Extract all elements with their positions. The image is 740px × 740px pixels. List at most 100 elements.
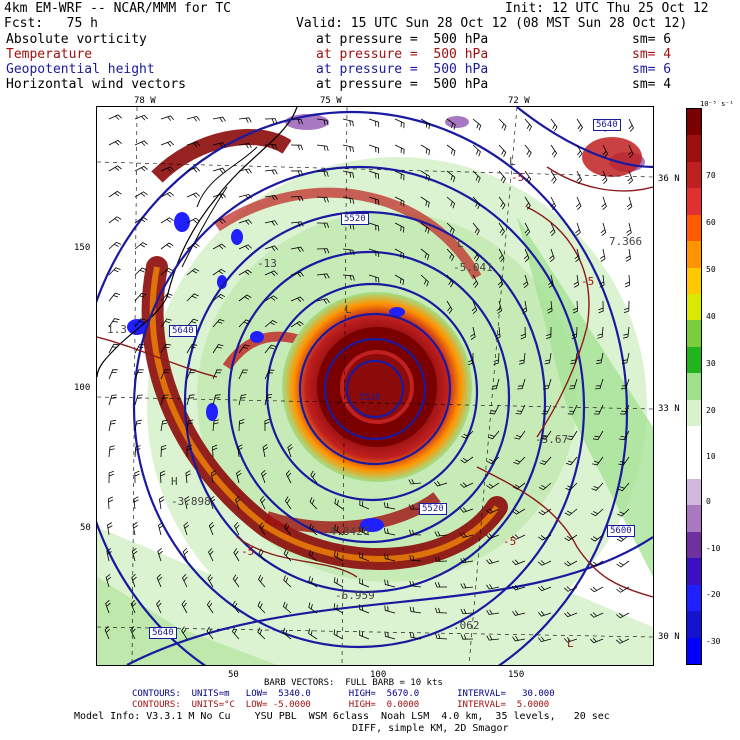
wind-barb <box>156 600 162 614</box>
wind-barb <box>408 504 422 510</box>
wind-barb <box>186 318 199 328</box>
field-name: Horizontal wind vectors <box>6 77 187 92</box>
y-axis-label: 50 <box>80 523 91 533</box>
wind-barb <box>236 470 242 484</box>
wind-barb <box>486 456 500 465</box>
wind-barb <box>134 419 142 432</box>
vort-label: -6.959 <box>335 589 375 602</box>
wind-barb <box>238 142 252 149</box>
wind-barb <box>616 612 630 619</box>
wind-barb <box>573 274 580 288</box>
color-level-label: -10 <box>706 544 721 553</box>
wind-barb <box>160 394 169 406</box>
wind-barb <box>472 144 481 157</box>
wind-barb <box>498 196 506 210</box>
wind-barb <box>130 600 137 614</box>
wind-barb <box>108 114 122 120</box>
wind-barb <box>212 419 219 432</box>
wind-barb <box>617 482 630 492</box>
wind-barb <box>342 118 354 127</box>
wind-barb <box>264 194 278 201</box>
wind-barb <box>384 553 396 562</box>
wind-barb <box>108 139 122 146</box>
wind-barb <box>368 170 380 180</box>
wind-barb <box>459 507 474 513</box>
wind-barb <box>368 144 380 154</box>
wind-barb <box>460 608 474 615</box>
vort-label: .062 <box>453 619 480 632</box>
wind-barb <box>626 196 633 211</box>
lat-label: 36 N <box>658 174 680 184</box>
wind-barb <box>626 222 632 236</box>
wind-barb <box>602 170 608 184</box>
temperature-contours <box>97 166 653 598</box>
wind-barb <box>512 635 526 642</box>
wind-barb <box>513 456 526 465</box>
wind-barb <box>596 352 604 365</box>
wind-barb <box>592 430 604 441</box>
wind-barb <box>231 626 240 640</box>
wind-barb <box>576 170 583 184</box>
wind-barb <box>212 218 226 224</box>
wind-barb <box>238 394 247 406</box>
wind-barb <box>186 141 201 148</box>
wind-barb <box>434 556 448 562</box>
wind-barb <box>620 378 630 390</box>
wind-barb <box>238 168 252 174</box>
wind-barb <box>470 326 476 340</box>
temp-label: -5 <box>241 545 255 558</box>
wind-barb <box>384 605 396 614</box>
wind-barb <box>134 114 148 121</box>
wind-barb <box>238 344 250 354</box>
wind-barb <box>134 292 147 302</box>
wind-barb <box>493 352 500 365</box>
wind-barb <box>212 394 221 406</box>
wind-barb <box>342 274 355 281</box>
wind-barb <box>512 534 526 540</box>
color-swatch <box>687 479 701 506</box>
wind-barb <box>238 269 252 276</box>
wind-barb <box>498 144 507 157</box>
wind-barb <box>181 600 188 614</box>
wind-barb <box>108 369 118 380</box>
wind-barb <box>212 344 224 354</box>
wind-barb <box>486 635 500 641</box>
x-axis-label: 50 <box>228 670 239 680</box>
wind-barb <box>258 548 266 562</box>
wind-barb <box>522 274 529 289</box>
wind-barb <box>359 526 370 536</box>
wind-barb <box>130 626 136 640</box>
wind-barb <box>569 378 578 390</box>
init-time: Init: 12 UTC Thu 25 Oct 12 <box>505 1 709 16</box>
wind-barb <box>308 602 318 614</box>
wind-barb <box>160 217 174 224</box>
wind-barb <box>420 118 431 129</box>
wind-barb <box>512 508 526 515</box>
wind-barb <box>498 170 506 184</box>
height-label: 5600 <box>607 525 635 537</box>
color-level-label: 20 <box>706 406 716 415</box>
wind-barb <box>543 378 552 390</box>
wind-barb <box>212 193 226 199</box>
color-swatch <box>687 399 701 427</box>
wind-barb <box>524 170 532 184</box>
wind-barb <box>420 144 431 156</box>
wind-barb <box>157 547 163 562</box>
wind-barb <box>383 502 396 510</box>
wind-barb <box>134 165 148 172</box>
wind-barb <box>592 456 604 466</box>
wind-barb <box>264 394 273 406</box>
wind-barb <box>486 609 500 615</box>
wind-barb <box>538 482 552 491</box>
color-level-label: 70 <box>706 171 716 180</box>
wind-barb <box>210 470 217 484</box>
wind-barb <box>435 633 448 640</box>
wind-barb <box>290 144 304 151</box>
wind-barb <box>158 496 165 510</box>
field-name: Temperature <box>6 47 93 62</box>
vort-label: 7.366 <box>609 235 643 248</box>
wind-barb <box>538 508 552 516</box>
wind-barb <box>520 326 526 340</box>
wind-barb <box>259 522 266 536</box>
color-swatch <box>687 505 701 533</box>
